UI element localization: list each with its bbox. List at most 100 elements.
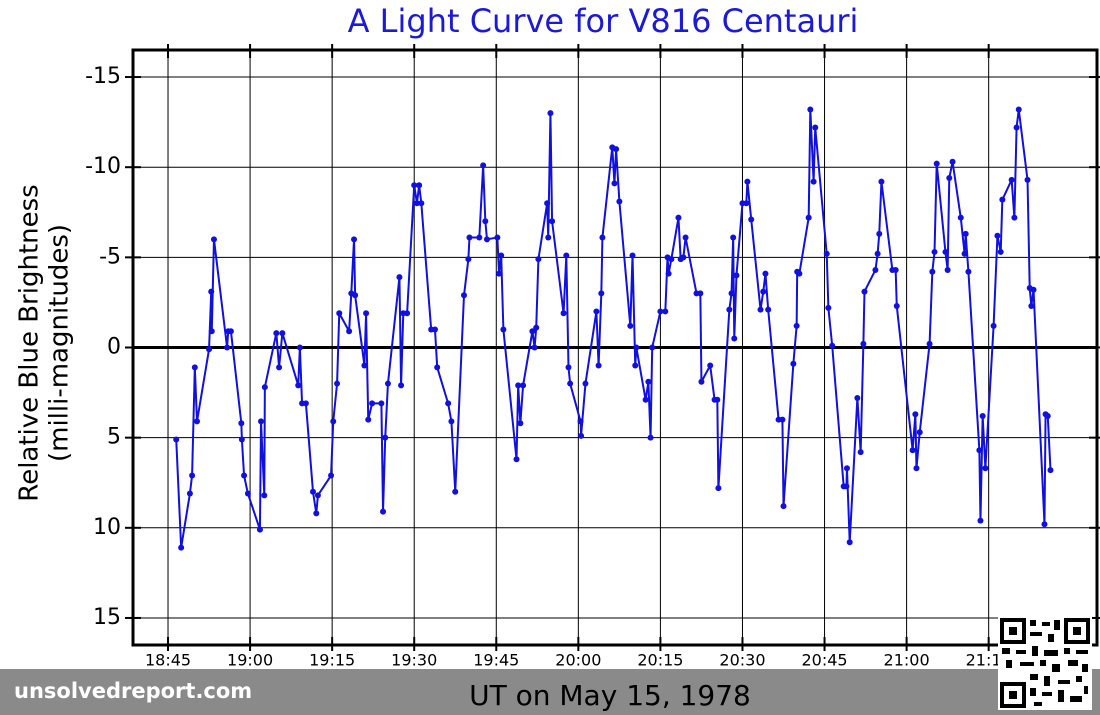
data-point <box>765 306 772 313</box>
data-point <box>346 328 353 335</box>
data-point <box>565 364 572 371</box>
y-tick-label: -5 <box>99 244 121 269</box>
y-axis-label: (milli-magnitudes) <box>45 224 75 462</box>
data-point <box>807 106 814 113</box>
data-point <box>515 382 522 389</box>
data-point <box>466 234 473 241</box>
data-point <box>1015 106 1022 113</box>
data-point <box>876 230 883 237</box>
data-point <box>733 272 740 279</box>
data-point <box>365 416 372 423</box>
data-point <box>334 380 341 387</box>
watermark: unsolvedreport.com <box>14 679 252 703</box>
data-point <box>535 256 542 263</box>
data-point <box>999 196 1006 203</box>
data-point <box>352 292 359 299</box>
data-point <box>805 214 812 221</box>
data-point <box>823 250 830 257</box>
data-point <box>434 364 441 371</box>
data-point <box>330 418 337 425</box>
data-point <box>854 394 861 401</box>
y-tick-label: 0 <box>107 335 121 360</box>
data-point <box>892 266 899 273</box>
data-point <box>611 180 618 187</box>
data-point <box>529 328 536 335</box>
data-point <box>657 308 664 315</box>
data-point <box>224 344 231 351</box>
data-point <box>665 270 672 277</box>
data-point <box>707 362 714 369</box>
y-tick-label: -15 <box>85 64 121 89</box>
data-point <box>878 178 885 185</box>
qr-finder <box>1009 627 1017 635</box>
data-point <box>1030 286 1037 293</box>
data-point <box>909 447 916 454</box>
data-point <box>743 200 750 207</box>
data-point <box>563 252 570 259</box>
plot-frame <box>131 48 1099 647</box>
data-point <box>206 346 213 353</box>
data-point <box>238 420 245 427</box>
data-point <box>997 248 1004 255</box>
data-point <box>189 472 196 479</box>
data-point <box>547 110 554 117</box>
data-point <box>448 418 455 425</box>
data-point <box>313 510 320 517</box>
data-point <box>494 234 501 241</box>
data-point <box>452 488 459 495</box>
data-point <box>825 304 832 311</box>
y-axis-label: Relative Blue Brightness <box>15 184 45 501</box>
data-point <box>893 303 900 310</box>
data-point <box>398 382 405 389</box>
data-point <box>949 158 956 165</box>
data-point <box>872 266 879 273</box>
data-point <box>336 310 343 317</box>
data-point <box>241 472 248 479</box>
data-point <box>411 182 418 189</box>
data-point <box>244 490 251 497</box>
x-tick-label: 20:00 <box>555 651 601 670</box>
data-point <box>582 380 589 387</box>
data-point <box>369 400 376 407</box>
data-point <box>990 322 997 329</box>
data-point <box>544 200 551 207</box>
y-tick-label: 5 <box>107 425 121 450</box>
data-point <box>545 234 552 241</box>
x-tick-label: 20:45 <box>801 651 847 670</box>
data-point <box>549 218 556 225</box>
data-point <box>191 364 198 371</box>
data-point <box>476 234 483 241</box>
data-point <box>965 268 972 275</box>
data-point <box>793 322 800 329</box>
data-point <box>1011 214 1018 221</box>
data-point <box>810 178 817 185</box>
data-point <box>616 198 623 205</box>
data-point <box>846 539 853 546</box>
data-point <box>613 146 620 153</box>
x-tick-label: 19:00 <box>227 651 273 670</box>
data-point <box>829 342 836 349</box>
data-point <box>715 485 722 492</box>
data-point <box>210 236 217 243</box>
plot-area: -15 -10 -5 0 5 10 15 18:45 19:00 19:15 19:30 19:45 2… <box>85 44 1100 670</box>
data-point <box>482 218 489 225</box>
data-point <box>593 308 600 315</box>
data-point <box>779 416 786 423</box>
data-point <box>857 449 864 456</box>
data-point <box>531 344 538 351</box>
data-point <box>309 488 316 495</box>
data-point <box>780 503 787 510</box>
data-point <box>843 483 850 490</box>
qr-finder <box>1009 691 1017 699</box>
data-point <box>178 544 185 551</box>
data-point <box>912 411 919 418</box>
data-point <box>416 182 423 189</box>
data-point <box>843 465 850 472</box>
data-point <box>1047 467 1054 474</box>
data-point <box>874 250 881 257</box>
data-point <box>929 268 936 275</box>
data-point <box>744 178 751 185</box>
data-point <box>460 292 467 299</box>
data-point <box>520 382 527 389</box>
data-point <box>279 330 286 337</box>
